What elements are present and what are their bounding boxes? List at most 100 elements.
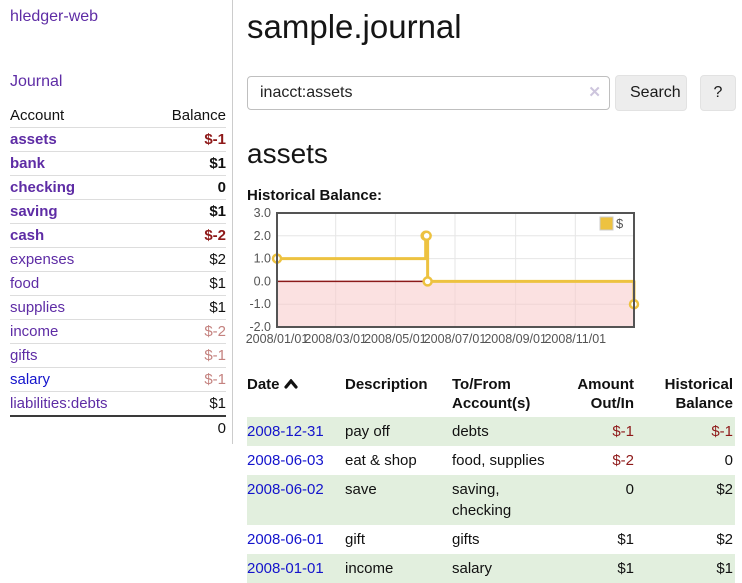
- column-header-description: Description: [345, 376, 428, 393]
- svg-text:2008/09/01: 2008/09/01: [484, 332, 547, 346]
- transaction-description: income: [345, 560, 394, 577]
- accounts-header-row: Account Balance: [10, 104, 226, 128]
- column-header-amount: Amount Out/In: [577, 376, 634, 412]
- transaction-description: gift: [345, 531, 366, 548]
- brand-link[interactable]: hledger-web: [10, 8, 99, 25]
- account-row-checking: checking 0: [10, 175, 226, 200]
- column-header-balance: Historical Balance: [664, 376, 733, 412]
- transaction-balance: $2: [716, 481, 733, 498]
- search-form: ✕ Search ?: [247, 75, 742, 111]
- account-balance: $-1: [204, 371, 226, 388]
- help-button[interactable]: ?: [700, 75, 736, 111]
- account-balance: 0: [217, 179, 226, 196]
- transaction-amount: $1: [617, 560, 634, 577]
- register-row: 2008-06-03 eat & shop food, supplies $-2…: [247, 446, 735, 475]
- account-row-bank: bank $1: [10, 151, 226, 176]
- balance-column-header: Balance: [171, 107, 226, 124]
- transaction-balance: $2: [716, 531, 733, 548]
- svg-text:$: $: [616, 216, 624, 231]
- svg-text:0.0: 0.0: [254, 274, 271, 288]
- search-button[interactable]: Search: [615, 75, 687, 111]
- transaction-amount: 0: [625, 481, 634, 498]
- svg-text:2008/01/01: 2008/01/01: [246, 332, 309, 346]
- svg-text:-1.0: -1.0: [249, 297, 271, 311]
- svg-text:2008/03/01: 2008/03/01: [304, 332, 367, 346]
- register-table: Date Description To/From Account(s) Amou…: [247, 373, 735, 583]
- svg-text:2008/07/01: 2008/07/01: [424, 332, 487, 346]
- account-row-gifts: gifts $-1: [10, 343, 226, 368]
- account-balance: $-2: [204, 227, 226, 244]
- transaction-date-link[interactable]: 2008-12-31: [247, 423, 324, 440]
- account-row-liabilities-debts: liabilities:debts $1: [10, 391, 226, 417]
- search-input[interactable]: [247, 76, 610, 110]
- page-title: sample.journal: [247, 8, 462, 45]
- transaction-description: pay off: [345, 423, 390, 440]
- chart-container: 3.0 2.0 1.0 0.0 -1.0 -2.0 2008/01/01 2008/03/01…: [246, 206, 742, 351]
- account-balance: $1: [209, 299, 226, 316]
- historical-balance-chart[interactable]: 3.0 2.0 1.0 0.0 -1.0 -2.02008/01/012008/03/01…: [246, 206, 742, 351]
- account-balance: $-2: [204, 323, 226, 340]
- account-row-assets: assets $-1: [10, 127, 226, 152]
- register-row: 2008-01-01 income salary $1 $1: [247, 554, 735, 583]
- account-link-gifts[interactable]: gifts: [10, 347, 38, 364]
- account-row-food: food $1: [10, 271, 226, 296]
- transaction-tofrom: salary: [452, 560, 493, 577]
- sidebar: hledger-web Journal Account Balance asse…: [0, 0, 233, 444]
- svg-text:1.0: 1.0: [254, 252, 271, 266]
- account-balance: $2: [209, 251, 226, 268]
- transaction-description: save: [345, 481, 377, 498]
- column-header-date[interactable]: Date: [247, 373, 345, 417]
- transaction-tofrom: saving, checking: [452, 481, 512, 519]
- account-link-liabilities-debts[interactable]: liabilities:debts: [10, 395, 108, 412]
- account-link-bank[interactable]: bank: [10, 155, 46, 172]
- account-column-header: Account: [10, 107, 65, 124]
- account-link-supplies[interactable]: supplies: [10, 299, 66, 316]
- svg-text:-2.0: -2.0: [249, 320, 271, 334]
- transaction-balance: 0: [724, 452, 733, 469]
- sidebar-item-journal[interactable]: Journal: [10, 73, 63, 90]
- svg-text:2.0: 2.0: [254, 229, 271, 243]
- register-header-row: Date Description To/From Account(s) Amou…: [247, 373, 735, 417]
- accounts-total-row: 0: [10, 416, 226, 440]
- register-row: 2008-12-31 pay off debts $-1 $-1: [247, 417, 735, 446]
- transaction-date-link[interactable]: 2008-06-02: [247, 481, 324, 498]
- transaction-balance: $-1: [711, 423, 733, 440]
- account-link-cash[interactable]: cash: [10, 227, 45, 244]
- account-link-salary[interactable]: salary: [10, 371, 51, 388]
- account-link-expenses[interactable]: expenses: [10, 251, 75, 268]
- account-balance: $1: [209, 275, 226, 292]
- account-row-expenses: expenses $2: [10, 247, 226, 272]
- transaction-date-link[interactable]: 2008-01-01: [247, 560, 324, 577]
- clear-search-icon[interactable]: ✕: [588, 84, 601, 101]
- account-row-cash: cash $-2: [10, 223, 226, 248]
- accounts-table: Account Balance assets $-1 bank $1 check…: [10, 104, 226, 440]
- transaction-amount: $-1: [612, 423, 634, 440]
- account-balance: $1: [209, 395, 226, 412]
- account-balance: $-1: [204, 347, 226, 364]
- account-link-checking[interactable]: checking: [10, 179, 76, 196]
- transaction-date-link[interactable]: 2008-06-01: [247, 531, 324, 548]
- register-row: 2008-06-02 save saving, checking 0 $2: [247, 475, 735, 525]
- chart-label: Historical Balance:: [247, 187, 383, 204]
- account-link-food[interactable]: food: [10, 275, 40, 292]
- transaction-tofrom: debts: [452, 423, 489, 440]
- svg-text:2008/05/01: 2008/05/01: [364, 332, 427, 346]
- account-link-assets[interactable]: assets: [10, 131, 57, 148]
- account-balance: $-1: [204, 131, 226, 148]
- accounts-total-balance: 0: [217, 420, 226, 437]
- transaction-date-link[interactable]: 2008-06-03: [247, 452, 324, 469]
- account-row-income: income $-2: [10, 319, 226, 344]
- svg-text:3.0: 3.0: [254, 206, 271, 220]
- account-link-saving[interactable]: saving: [10, 203, 58, 220]
- account-row-supplies: supplies $1: [10, 295, 226, 320]
- transaction-amount: $-2: [612, 452, 634, 469]
- account-balance: $1: [209, 155, 226, 172]
- account-balance: $1: [209, 203, 226, 220]
- account-heading: assets: [247, 138, 328, 169]
- account-row-salary: salary $-1: [10, 367, 226, 392]
- account-link-income[interactable]: income: [10, 323, 59, 340]
- transaction-balance: $1: [716, 560, 733, 577]
- transaction-tofrom: gifts: [452, 531, 480, 548]
- main-content: sample.journal ✕ Search ? assets Histori…: [234, 0, 742, 583]
- column-header-tofrom: To/From Account(s): [452, 376, 531, 412]
